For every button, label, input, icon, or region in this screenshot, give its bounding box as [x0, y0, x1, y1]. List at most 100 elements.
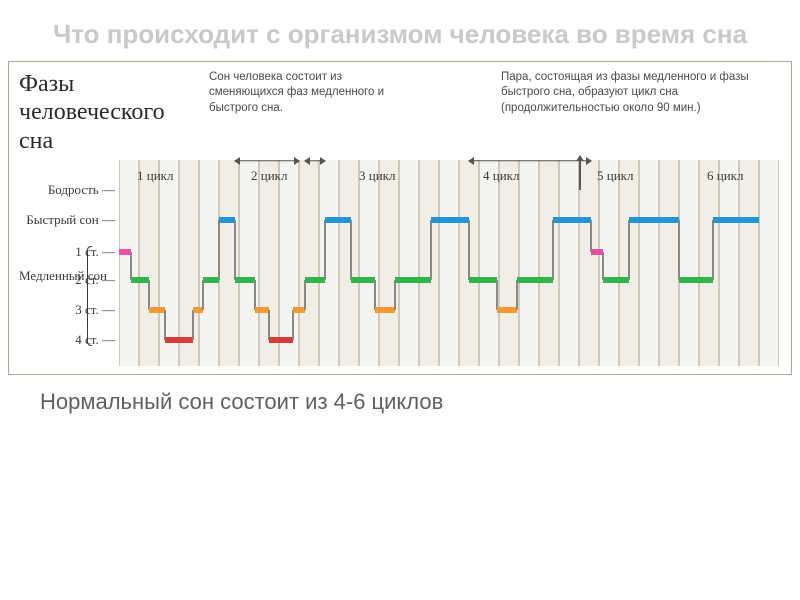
y-axis-labels: Медленный сон Бодрость —Быстрый сон —1 с…: [19, 160, 119, 366]
connector: [324, 220, 326, 280]
connector: [254, 280, 256, 310]
connector: [192, 310, 194, 340]
chart-desc-right: Пара, состоящая из фазы медленного и фаз…: [501, 70, 781, 117]
segment-s2: [131, 277, 149, 283]
grid-col: [759, 160, 779, 366]
segment-rem: [431, 217, 469, 223]
segment-s2: [469, 277, 497, 283]
cycle-label-3: 3 цикл: [359, 168, 395, 184]
grid-col: [239, 160, 259, 366]
connector: [304, 280, 306, 310]
segment-s4: [269, 337, 293, 343]
segment-s3: [149, 307, 165, 313]
grid-col: [299, 160, 319, 366]
grid-col: [559, 160, 579, 366]
grid-col: [639, 160, 659, 366]
segment-s2: [203, 277, 219, 283]
segment-s3: [293, 307, 305, 313]
up-arrow: [579, 156, 581, 190]
grid-col: [659, 160, 679, 366]
grid-col: [179, 160, 199, 366]
grid-col: [419, 160, 439, 366]
grid-col: [379, 160, 399, 366]
connector: [374, 280, 376, 310]
chart-title: Фазы человеческого сна: [19, 70, 199, 156]
grid-col: [539, 160, 559, 366]
connector: [148, 280, 150, 310]
y-label-s4: 4 ст. —: [75, 332, 115, 348]
connector: [496, 280, 498, 310]
connector: [468, 220, 470, 280]
segment-s2: [351, 277, 375, 283]
y-label-rem: Быстрый сон —: [26, 212, 115, 228]
segment-rem: [629, 217, 679, 223]
span-arrow: [305, 156, 325, 166]
segment-rem: [219, 217, 235, 223]
grid-col: [519, 160, 539, 366]
connector: [234, 220, 236, 280]
chart-header: Фазы человеческого сна Сон человека сост…: [9, 62, 791, 160]
connector: [164, 310, 166, 340]
segment-s2: [395, 277, 431, 283]
segment-s3: [375, 307, 395, 313]
y-label-wake: Бодрость —: [48, 182, 115, 198]
grid-col: [319, 160, 339, 366]
segment-s2: [305, 277, 325, 283]
connector: [628, 220, 630, 280]
connector: [430, 220, 432, 280]
plot-area: 1 цикл 2 цикл 3 цикл 4 цикл 5 цикл 6 цикл: [119, 160, 785, 366]
grid-col: [159, 160, 179, 366]
grid-col: [139, 160, 159, 366]
connector: [218, 220, 220, 280]
grid-col: [579, 160, 599, 366]
segment-s1: [119, 249, 131, 255]
grid-col: [199, 160, 219, 366]
cycle-label-6: 6 цикл: [707, 168, 743, 184]
segment-s3: [255, 307, 269, 313]
grid-col: [479, 160, 499, 366]
connector: [268, 310, 270, 340]
segment-s2: [517, 277, 553, 283]
segment-s4: [165, 337, 193, 343]
cycle-label-5: 5 цикл: [597, 168, 633, 184]
segment-rem: [713, 217, 759, 223]
cycle-label-2: 2 цикл: [251, 168, 287, 184]
y-label-s3: 3 ст. —: [75, 302, 115, 318]
connector: [292, 310, 294, 340]
connector: [516, 280, 518, 310]
cycle-label-4: 4 цикл: [483, 168, 519, 184]
segment-s2: [603, 277, 629, 283]
segment-s1: [591, 249, 603, 255]
connector: [590, 220, 592, 252]
y-label-s1: 1 ст. —: [75, 244, 115, 260]
grid-col: [499, 160, 519, 366]
page-title: Что происходит с организмом человека во …: [0, 0, 800, 61]
grid-col: [339, 160, 359, 366]
cycle-label-1: 1 цикл: [137, 168, 173, 184]
segment-rem: [553, 217, 591, 223]
footer-caption: Нормальный сон состоит из 4-6 циклов: [0, 375, 800, 415]
connector: [394, 280, 396, 310]
chart-desc-left: Сон человека состоит из сменяющихся фаз …: [209, 70, 414, 117]
connector: [552, 220, 554, 280]
grid-col: [679, 160, 699, 366]
slow-sleep-brace: [87, 246, 92, 346]
segment-s3: [497, 307, 517, 313]
segment-s2: [679, 277, 713, 283]
chart-body: Медленный сон Бодрость —Быстрый сон —1 с…: [9, 160, 791, 374]
connector: [202, 280, 204, 310]
grid-col: [739, 160, 759, 366]
grid-col: [699, 160, 719, 366]
sleep-phase-chart: Фазы человеческого сна Сон человека сост…: [8, 61, 792, 375]
segment-rem: [325, 217, 351, 223]
connector: [678, 220, 680, 280]
span-arrow: [235, 156, 299, 166]
grid-col: [219, 160, 239, 366]
segment-s2: [235, 277, 255, 283]
y-label-s2: 2 ст. —: [75, 272, 115, 288]
connector: [602, 252, 604, 280]
grid-col: [399, 160, 419, 366]
connector: [130, 252, 132, 280]
connector: [712, 220, 714, 280]
grid-col: [439, 160, 459, 366]
